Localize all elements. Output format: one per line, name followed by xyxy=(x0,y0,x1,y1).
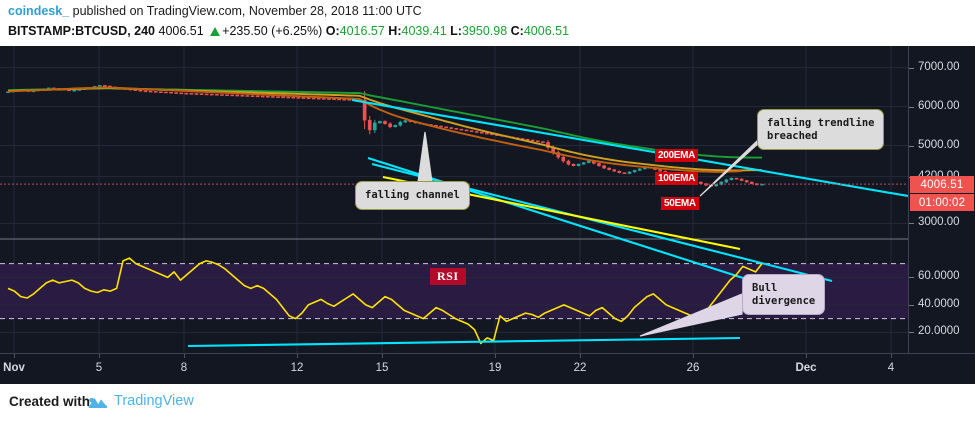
price-tick-2: 5000.00 xyxy=(918,138,960,151)
low-key: L: xyxy=(450,24,462,38)
time-tick xyxy=(495,354,496,358)
time-tick xyxy=(14,354,15,358)
publish-line: coindesk_ published on TradingView.com, … xyxy=(8,4,422,18)
rsi-tick-1: 40.0000 xyxy=(918,297,960,310)
time-tick xyxy=(806,354,807,358)
open-value: 4016.57 xyxy=(339,24,385,38)
created-with-label: Created with xyxy=(9,394,91,409)
high-value: 4039.41 xyxy=(401,24,447,38)
time-tick xyxy=(297,354,298,358)
last-price: 4006.51 xyxy=(158,24,204,38)
triangle-up-icon xyxy=(210,27,221,36)
time-label-26: 26 xyxy=(686,362,700,374)
chart-footer: Created with TradingView xyxy=(0,384,975,422)
bull-divergence-callout: Bull divergence xyxy=(742,274,826,315)
time-axis[interactable]: Nov 5 8 12 15 19 22 26 Dec 4 xyxy=(0,353,975,385)
time-label-5: 5 xyxy=(95,362,103,374)
ema200-label: 200EMA xyxy=(655,149,699,162)
time-label-15: 15 xyxy=(375,362,389,374)
close-value: 4006.51 xyxy=(523,24,570,38)
falling-trendline-callout: falling trendline breached xyxy=(757,109,885,150)
symbol-label[interactable]: BITSTAMP:BTCUSD, 240 xyxy=(8,24,156,38)
axis-tick xyxy=(909,277,914,279)
time-label-19: 19 xyxy=(488,362,502,374)
low-value: 3950.98 xyxy=(461,24,508,38)
high-key: H: xyxy=(388,24,402,38)
ema100-label: 100EMA xyxy=(655,172,699,185)
rsi-label: RSI xyxy=(430,268,466,285)
price-axis[interactable]: 7000.006000.005000.004200.003000.0060.00… xyxy=(908,46,975,353)
chart-canvas[interactable]: 200EMA 100EMA 50EMA RSI falling channel … xyxy=(0,46,975,385)
author-name[interactable]: coindesk_ xyxy=(8,4,70,18)
time-tick xyxy=(99,354,100,358)
price-tick-4: 3000.00 xyxy=(918,216,960,229)
axis-tick xyxy=(909,332,914,334)
time-label-4: 4 xyxy=(887,362,895,374)
time-tick xyxy=(382,354,383,358)
time-label-22: 22 xyxy=(573,362,587,374)
time-label-nov: Nov xyxy=(3,362,25,374)
tradingview-logo-icon xyxy=(86,393,110,411)
time-tick xyxy=(580,354,581,358)
time-label-12: 12 xyxy=(290,362,304,374)
time-tick xyxy=(184,354,185,358)
axis-tick xyxy=(909,223,914,225)
time-tick xyxy=(693,354,694,358)
open-key: O: xyxy=(325,24,340,38)
axis-tick xyxy=(909,145,914,147)
axis-tick xyxy=(909,304,914,306)
axis-tick xyxy=(909,106,914,108)
publish-text: published on TradingView.com, November 2… xyxy=(69,4,422,18)
time-label-8: 8 xyxy=(180,362,188,374)
close-key: C: xyxy=(510,24,524,38)
price-tick-1: 6000.00 xyxy=(918,99,960,112)
chart-header: coindesk_ published on TradingView.com, … xyxy=(0,0,975,46)
axis-tick xyxy=(909,67,914,69)
rsi-tick-2: 20.0000 xyxy=(918,325,960,338)
current-price-badge: 4006.51 xyxy=(910,176,974,194)
price-change: +235.50 (+6.25%) xyxy=(222,24,323,38)
tradingview-brand-label[interactable]: TradingView xyxy=(114,393,194,409)
ema50-label: 50EMA xyxy=(661,197,699,210)
plot-area[interactable]: 200EMA 100EMA 50EMA RSI falling channel … xyxy=(0,46,908,353)
falling-channel-callout: falling channel xyxy=(355,181,470,210)
rsi-tick-0: 60.0000 xyxy=(918,270,960,283)
time-label-dec: Dec xyxy=(795,362,817,374)
time-tick xyxy=(891,354,892,358)
price-tick-0: 7000.00 xyxy=(918,60,960,73)
quote-line: BITSTAMP:BTCUSD, 240 4006.51 +235.50 (+6… xyxy=(8,24,569,38)
countdown-badge: 01:00:02 xyxy=(910,194,974,212)
